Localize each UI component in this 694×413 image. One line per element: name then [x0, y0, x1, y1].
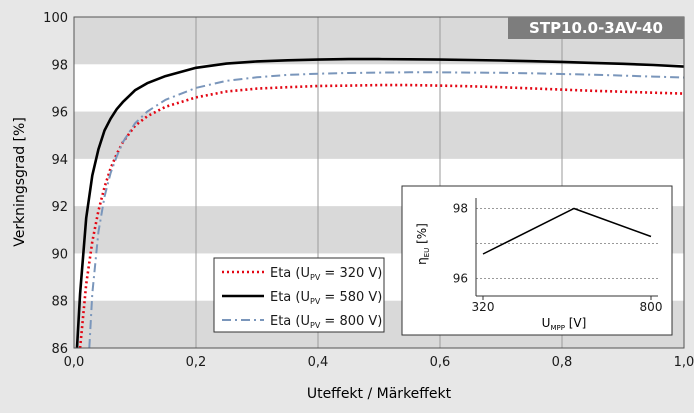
inset-y-axis-label: ηEU [%]	[415, 223, 431, 265]
x-tick-label: 0,8	[552, 355, 573, 370]
inset-y-tick-label: 96	[453, 272, 468, 286]
y-tick-label: 88	[51, 295, 68, 310]
model-badge-text: STP10.0-3AV-40	[529, 19, 663, 37]
y-tick-label: 94	[51, 153, 68, 168]
y-tick-label: 98	[51, 58, 68, 73]
x-tick-label: 0,4	[308, 355, 329, 370]
x-tick-label: 0,2	[186, 355, 207, 370]
x-tick-labels: 0,0 0,2 0,4 0,6 0,8 1,0	[64, 355, 694, 370]
inset-x-tick-label: 800	[640, 300, 663, 314]
legend-label: Eta (UPV = 800 V)	[270, 314, 382, 330]
legend-label: Eta (UPV = 580 V)	[270, 290, 382, 306]
x-axis-label: Uteffekt / Märkeffekt	[307, 386, 452, 402]
x-tick-label: 1,0	[674, 355, 694, 370]
model-badge: STP10.0-3AV-40	[508, 17, 684, 39]
legend-label: Eta (UPV = 320 V)	[270, 266, 382, 282]
legend: Eta (UPV = 320 V) Eta (UPV = 580 V) Eta (U…	[214, 258, 384, 332]
gray-band	[74, 112, 684, 159]
inset-y-tick-label: 98	[453, 202, 468, 216]
inset-chart: 96 98 320 800 ηEU [%] UMPP [V]	[402, 186, 672, 335]
x-tick-label: 0,6	[430, 355, 451, 370]
y-axis-label: Verkningsgrad [%]	[12, 117, 28, 247]
y-tick-label: 92	[51, 200, 68, 215]
y-tick-label: 90	[51, 247, 68, 262]
y-tick-label: 100	[43, 11, 68, 26]
x-tick-label: 0,0	[64, 355, 85, 370]
inset-x-tick-label: 320	[472, 300, 495, 314]
inset-x-axis-label: UMPP [V]	[542, 316, 587, 332]
y-tick-label: 96	[51, 106, 68, 121]
